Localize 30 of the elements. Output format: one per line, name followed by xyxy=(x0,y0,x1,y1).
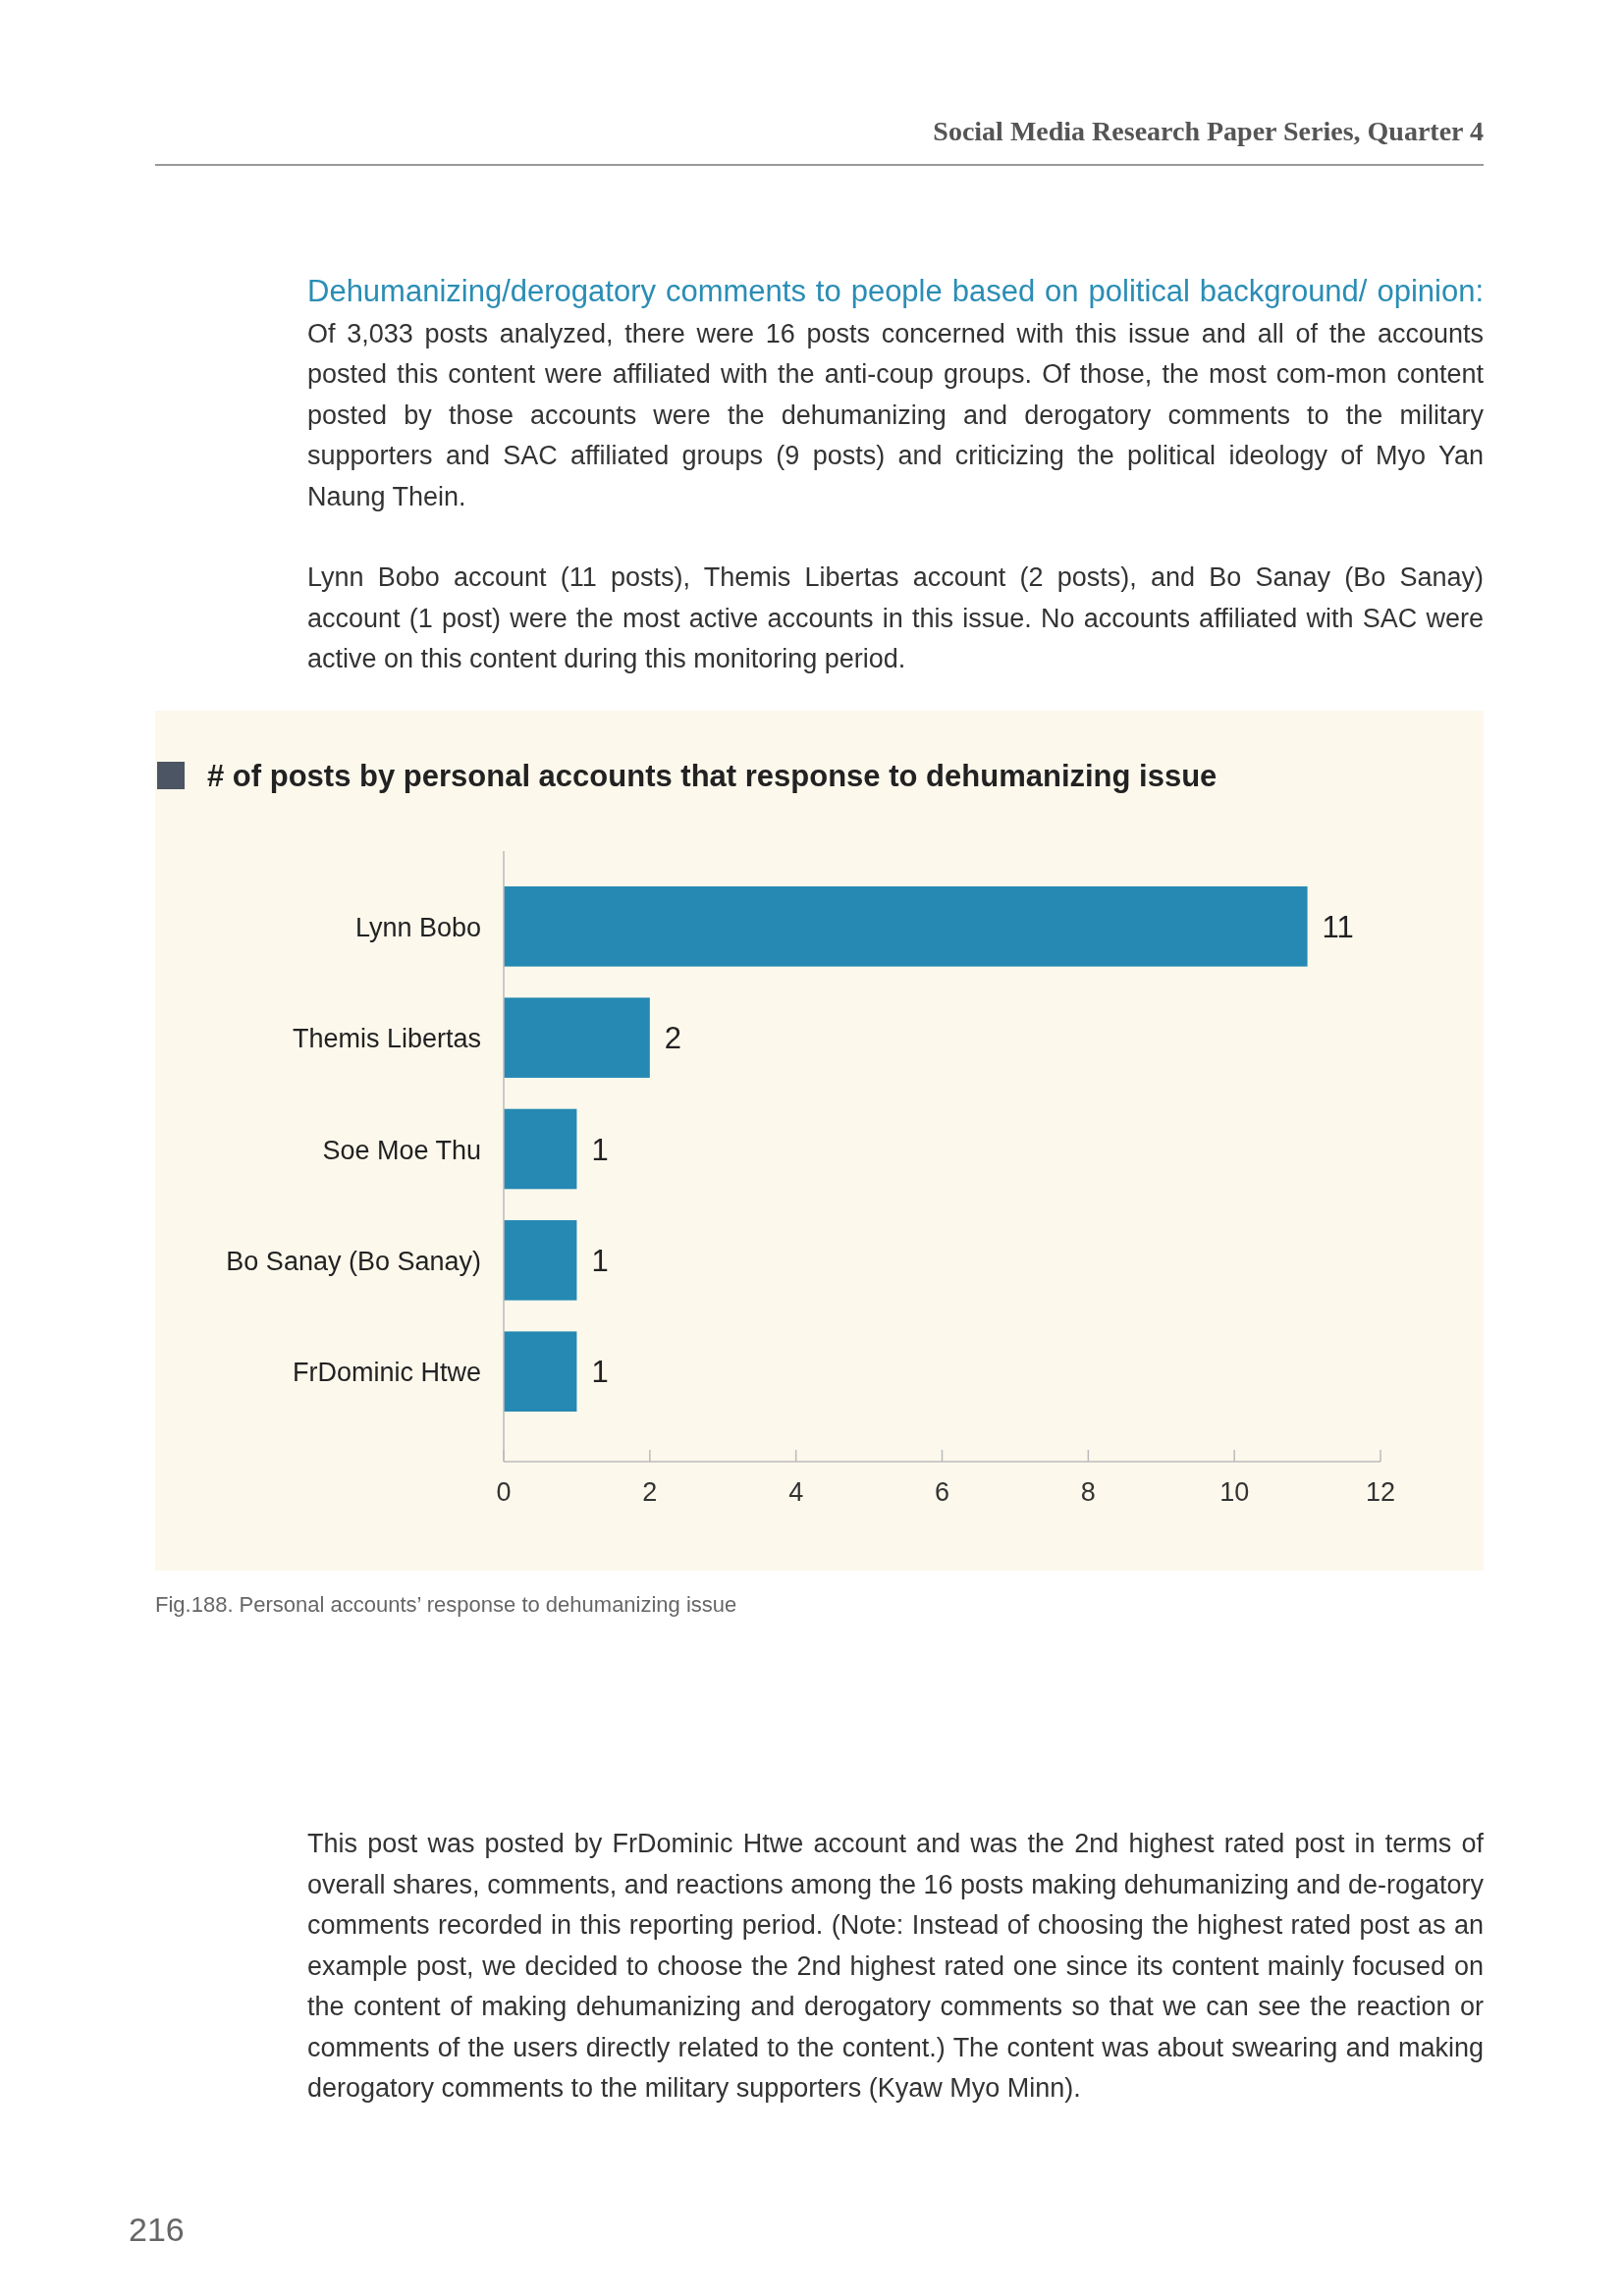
data-label: 1 xyxy=(591,1355,609,1390)
bar xyxy=(504,1331,577,1412)
bar xyxy=(504,886,1308,967)
bar xyxy=(504,1220,577,1301)
bar xyxy=(504,1108,577,1190)
text: Social Media Research Paper Series, Quarter 4 xyxy=(933,116,1484,146)
x-tick-label: 4 xyxy=(788,1477,804,1507)
text: Of 3,033 posts analyzed, there were 16 posts concerned with this issue and all of the accounts posted this content were affiliated with the anti-coup groups. Of those, the most com-mon content posted by those accounts were the dehumanizing and derogatory comments to the military supporters and SAC affiliated groups (9 posts) and criticizing the political ideology of Myo Yan Naung Thein. xyxy=(307,318,1484,511)
x-tick-label: 2 xyxy=(642,1477,658,1507)
data-label: 11 xyxy=(1322,909,1354,944)
data-label: 1 xyxy=(591,1132,609,1167)
y-tick-label: FrDominic Htwe xyxy=(292,1358,481,1388)
y-tick-label: Bo Sanay (Bo Sanay) xyxy=(226,1246,481,1276)
text: This post was posted by FrDominic Htwe account and was the 2nd highest rated post in terms of overall shares, comments, and reactions among the 16 posts making dehumanizing and de-rogatory comments recorded in this reporting period. (Note: Instead of choosing the highest rated post as an example post, we decided to choose the 2nd highest rated one since its content mainly focused on the content of making dehumanizing and derogatory comments so that we can see the reaction or comments of the users directly related to the content.) The content was about swearing and making derogatory comments to the military supporters (Kyaw Myo Minn). xyxy=(307,1828,1484,2105)
x-tick-label: 6 xyxy=(934,1477,950,1507)
y-tick-label: Themis Libertas xyxy=(292,1024,481,1054)
x-tick-label: 10 xyxy=(1219,1477,1250,1507)
text: Dehumanizing/derogatory comments to people based on political background/ opinion: xyxy=(307,274,1484,308)
chart-title: # of posts by personal accounts that response to dehumanizing issue xyxy=(207,759,1218,793)
y-tick-label: Soe Moe Thu xyxy=(322,1135,481,1165)
x-tick-label: 0 xyxy=(496,1477,512,1507)
data-label: 2 xyxy=(664,1021,682,1056)
text: 216 xyxy=(129,2211,185,2248)
bar xyxy=(504,997,650,1078)
x-tick-label: 12 xyxy=(1365,1477,1396,1507)
x-tick-label: 8 xyxy=(1080,1477,1096,1507)
data-label: 1 xyxy=(591,1243,609,1278)
y-tick-label: Lynn Bobo xyxy=(354,912,481,942)
caption: Fig.188. Personal accounts’ response to dehumanizing issue xyxy=(155,1592,737,1617)
text: Lynn Bobo account (11 posts), Themis Libertas account (2 posts), and Bo Sanay (Bo Sanay) account (1 post) were the most active accounts in this issue. No accounts affiliated with SAC were active on this content during this monitoring period. xyxy=(307,561,1484,675)
